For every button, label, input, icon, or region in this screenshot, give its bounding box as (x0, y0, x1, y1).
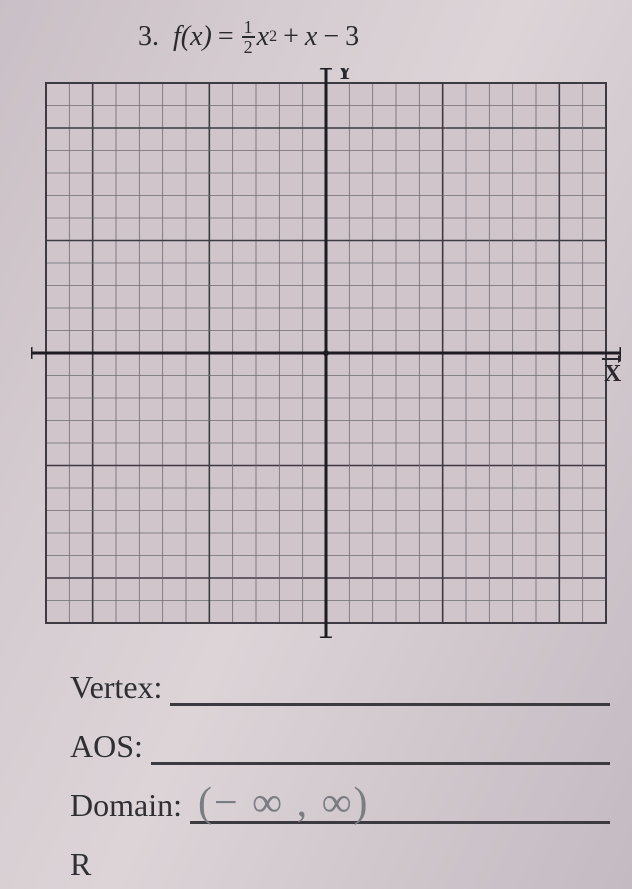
svg-text:Y: Y (336, 68, 353, 85)
x-squared-exp: 2 (269, 28, 277, 46)
aos-label: AOS: (70, 728, 151, 765)
domain-label: Domain: (70, 787, 190, 824)
coordinate-graph: YX (31, 68, 601, 643)
problem-equation: 3. f(x) = 1 2 x2 + x − 3 (138, 18, 604, 56)
fraction-half: 1 2 (242, 18, 255, 56)
vertex-blank[interactable] (170, 670, 610, 706)
vertex-label: Vertex: (70, 669, 170, 706)
domain-blank[interactable]: (− ∞ , ∞) (190, 788, 610, 824)
aos-row: AOS: (70, 728, 610, 765)
worksheet-page: 3. f(x) = 1 2 x2 + x − 3 YX Vertex: AOS:… (0, 0, 632, 889)
minus-sign: − (323, 21, 339, 53)
range-label-cutoff: R (70, 846, 604, 883)
fraction-numerator: 1 (242, 18, 255, 38)
function-lhs: f(x) (173, 21, 212, 53)
vertex-row: Vertex: (70, 669, 610, 706)
fraction-denominator: 2 (242, 38, 255, 56)
x-term: x (305, 21, 317, 53)
aos-blank[interactable] (151, 729, 610, 765)
domain-row: Domain: (− ∞ , ∞) (70, 787, 610, 824)
graph-svg: YX (31, 68, 621, 638)
domain-handwritten-value: (− ∞ , ∞) (198, 779, 370, 827)
plus-sign: + (283, 21, 299, 53)
svg-text:X: X (604, 361, 621, 387)
constant-term: 3 (345, 21, 359, 53)
problem-number: 3. (138, 21, 159, 53)
x-squared-base: x (257, 21, 269, 53)
equals-sign: = (218, 21, 234, 53)
